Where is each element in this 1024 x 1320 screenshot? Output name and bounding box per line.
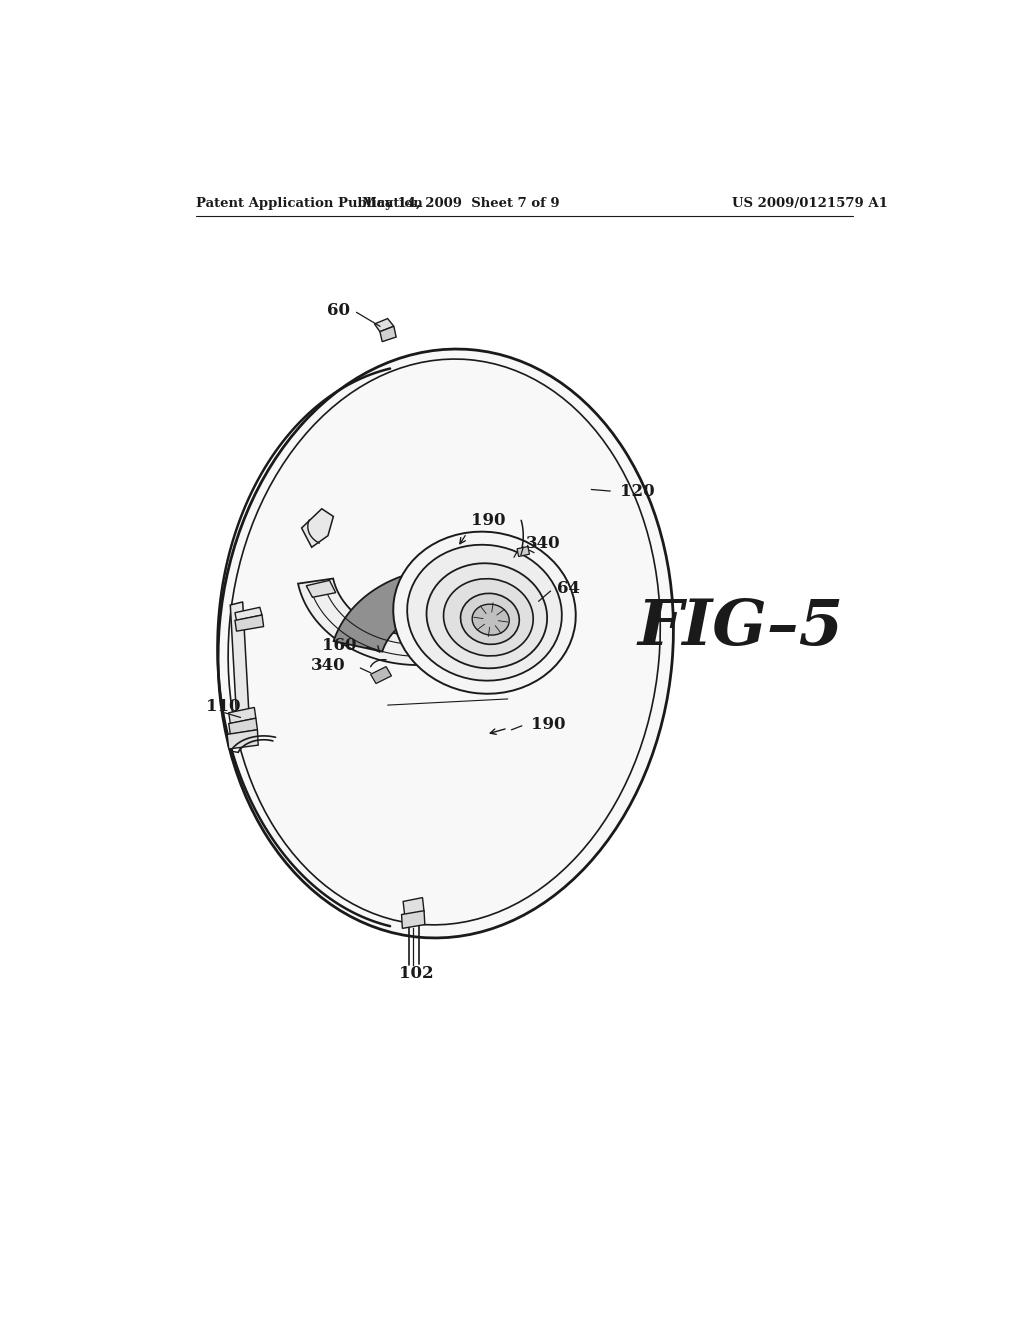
Polygon shape xyxy=(375,318,394,331)
Text: 110: 110 xyxy=(206,698,240,715)
Polygon shape xyxy=(228,708,256,723)
Ellipse shape xyxy=(461,594,519,644)
Polygon shape xyxy=(371,667,391,684)
Text: 190: 190 xyxy=(531,715,565,733)
Text: May 14, 2009  Sheet 7 of 9: May 14, 2009 Sheet 7 of 9 xyxy=(362,197,560,210)
Polygon shape xyxy=(334,568,565,652)
Text: US 2009/0121579 A1: US 2009/0121579 A1 xyxy=(732,197,889,210)
Polygon shape xyxy=(517,546,529,557)
Polygon shape xyxy=(403,898,424,915)
Polygon shape xyxy=(302,508,334,548)
Polygon shape xyxy=(234,607,262,620)
Polygon shape xyxy=(234,615,263,631)
Polygon shape xyxy=(228,718,257,734)
Text: 340: 340 xyxy=(525,535,560,552)
Text: 160: 160 xyxy=(323,636,356,653)
Polygon shape xyxy=(298,578,524,665)
Text: 340: 340 xyxy=(310,656,345,673)
Polygon shape xyxy=(227,730,258,748)
Text: 64: 64 xyxy=(557,579,580,597)
Ellipse shape xyxy=(427,564,547,668)
Polygon shape xyxy=(306,581,336,598)
Ellipse shape xyxy=(408,545,562,681)
Ellipse shape xyxy=(393,532,575,694)
Ellipse shape xyxy=(472,605,509,635)
Ellipse shape xyxy=(218,348,674,939)
Polygon shape xyxy=(401,911,425,928)
Text: FIG–5: FIG–5 xyxy=(637,598,844,659)
Polygon shape xyxy=(230,602,249,717)
Text: Patent Application Publication: Patent Application Publication xyxy=(197,197,423,210)
Text: 190: 190 xyxy=(471,512,506,529)
Ellipse shape xyxy=(443,578,534,656)
Polygon shape xyxy=(380,326,396,342)
Text: 102: 102 xyxy=(399,965,433,982)
Text: 120: 120 xyxy=(621,483,654,499)
Text: 60: 60 xyxy=(328,301,350,318)
